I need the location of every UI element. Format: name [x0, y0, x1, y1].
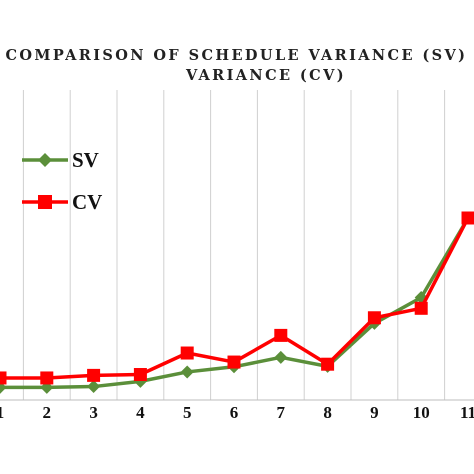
x-tick-label: 5 — [183, 403, 192, 422]
data-point-cv — [414, 301, 428, 315]
x-tick-label: 4 — [136, 403, 145, 422]
data-point-cv — [321, 357, 335, 371]
series-layer — [0, 211, 474, 394]
data-point-cv — [461, 211, 474, 225]
vertical-gridlines — [22, 90, 446, 400]
legend-label-cv: CV — [72, 190, 102, 214]
chart-title-line-2: VARIANCE (CV) — [185, 67, 346, 84]
x-tick-label: 11 — [460, 403, 474, 422]
data-point-sv — [180, 365, 194, 379]
x-tick-label: 10 — [413, 403, 430, 422]
data-point-cv — [133, 368, 147, 382]
x-tick-label: 6 — [230, 403, 239, 422]
data-point-cv — [0, 371, 7, 385]
legend-marker-sv — [38, 153, 52, 167]
legend-marker-cv — [38, 195, 52, 209]
x-tick-label: 7 — [277, 403, 286, 422]
data-point-cv — [274, 328, 288, 342]
data-point-sv — [87, 380, 101, 394]
x-tick-label: 9 — [370, 403, 379, 422]
x-tick-label: 8 — [323, 403, 332, 422]
data-point-sv — [274, 350, 288, 364]
data-point-cv — [40, 371, 54, 385]
data-point-cv — [367, 311, 381, 325]
data-point-cv — [180, 346, 194, 360]
x-tick-label: 3 — [89, 403, 98, 422]
legend: SV CV — [22, 148, 102, 214]
data-point-cv — [87, 368, 101, 382]
legend-label-sv: SV — [72, 148, 99, 172]
data-point-cv — [227, 355, 241, 369]
x-tick-labels: 1 2 3 4 5 6 7 8 9 10 11 — [0, 403, 474, 422]
chart-title-line-1: COMPARISON OF SCHEDULE VARIANCE (SV) A — [5, 47, 474, 64]
x-tick-label: 2 — [43, 403, 52, 422]
x-tick-label: 1 — [0, 403, 4, 422]
